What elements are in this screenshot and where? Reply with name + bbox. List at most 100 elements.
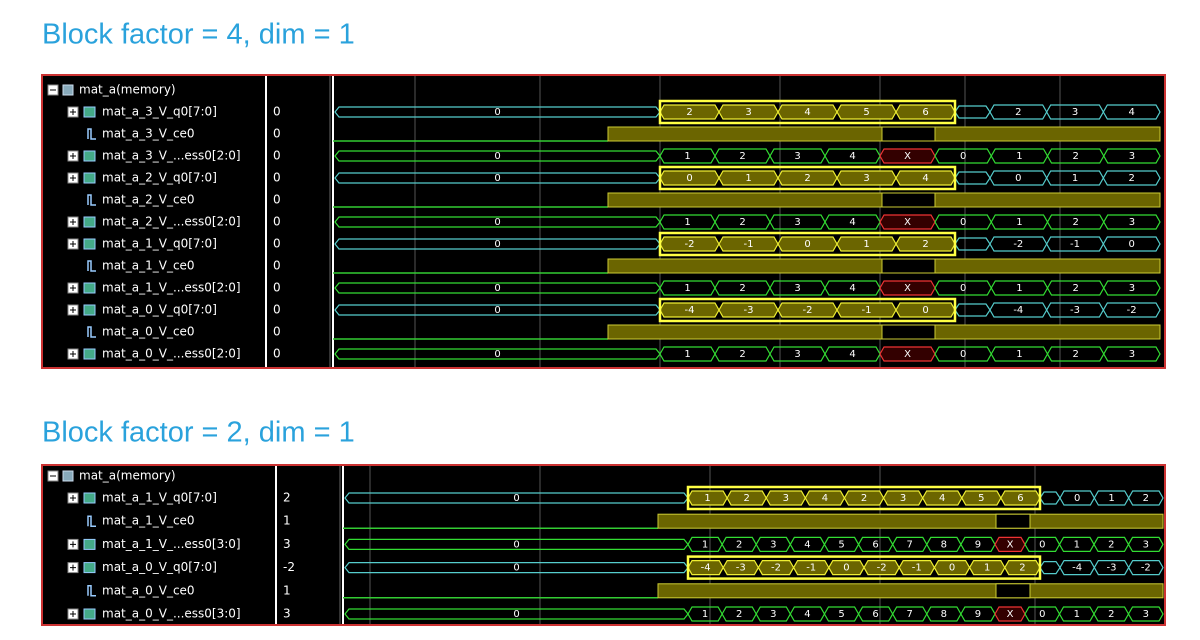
- expand-sign: [70, 611, 76, 617]
- signal-value: 0: [273, 171, 281, 185]
- bus-value: 1: [1016, 283, 1022, 294]
- bus-segment: [1103, 148, 1161, 164]
- expand-sign: [70, 541, 76, 548]
- bus-value: -3: [1070, 305, 1080, 316]
- expand-sign: [70, 109, 76, 115]
- bus-value: 0: [922, 305, 928, 316]
- bus-value: 1: [684, 349, 690, 360]
- bus-value: X: [1007, 539, 1014, 550]
- bus-value: 3: [1129, 151, 1135, 162]
- bus-icon: [83, 150, 96, 162]
- bit-low-gap: [881, 192, 936, 208]
- bus-value: 0: [1015, 173, 1021, 184]
- bus-value: 4: [804, 539, 810, 550]
- bus-value: 9: [975, 609, 981, 620]
- signal-value: 0: [273, 259, 281, 273]
- bus-value: 2: [686, 107, 692, 118]
- signal-name: mat_a_3_V_q0[7:0]: [102, 105, 217, 119]
- bit-high: [657, 513, 1164, 529]
- bus-value: 1: [1108, 493, 1114, 504]
- signal-value: 0: [273, 215, 281, 229]
- bit-low-gap: [881, 258, 936, 274]
- signal-name: mat_a_1_V_ce0: [102, 514, 195, 528]
- bus-icon: [83, 562, 96, 574]
- bus-value: 1: [702, 539, 708, 550]
- highlight-box: [658, 297, 957, 323]
- bus-value: 3: [794, 283, 800, 294]
- root-label: mat_a(memory): [79, 83, 176, 97]
- bus-value: -2: [877, 563, 887, 574]
- bus-icon: [83, 282, 96, 294]
- bus-icon: [83, 538, 96, 550]
- signal-name: mat_a_1_V_q0[7:0]: [102, 237, 217, 251]
- bus-value: 7: [907, 539, 913, 550]
- bus-value: 0: [843, 563, 849, 574]
- bus-value: 1: [1072, 173, 1078, 184]
- bus-value: 0: [513, 563, 519, 574]
- bus-value: 1: [1074, 539, 1080, 550]
- bus-value: 3: [770, 539, 776, 550]
- signal-name: mat_a_3_V_...ess0[2:0]: [102, 149, 241, 163]
- signal-value: 0: [273, 193, 281, 207]
- bus-icon: [83, 238, 96, 250]
- bus-value: 5: [838, 539, 844, 550]
- bus-value: 0: [513, 493, 519, 504]
- bus-value: 1: [863, 239, 869, 250]
- bus-value: -1: [912, 563, 922, 574]
- bus-value: -3: [1107, 563, 1117, 574]
- signal-name: mat_a_1_V_q0[7:0]: [102, 491, 217, 505]
- bit-icon: [87, 515, 96, 527]
- bus-value: 4: [849, 217, 855, 228]
- expand-sign: [70, 175, 76, 181]
- bus-icon: [83, 304, 96, 316]
- bus-value: 7: [907, 609, 913, 620]
- bus-value: 1: [1016, 217, 1022, 228]
- waveform-window: [41, 74, 1166, 369]
- bit-icon: [87, 585, 96, 597]
- bus-value: 2: [739, 217, 745, 228]
- bus-value: 3: [794, 151, 800, 162]
- signal-name: mat_a_0_V_q0[7:0]: [102, 303, 217, 317]
- signal-name: mat_a_0_V_...ess0[3:0]: [102, 607, 241, 621]
- bus-icon: [83, 216, 96, 228]
- bus-value: 5: [978, 493, 984, 504]
- signal-name: mat_a_0_V_...ess0[2:0]: [102, 347, 241, 361]
- bus-value: 2: [1072, 349, 1078, 360]
- expand-sign: [70, 564, 76, 571]
- bus-value: 3: [1072, 107, 1078, 118]
- bit-icon: [87, 260, 96, 272]
- signal-name: mat_a_0_V_ce0: [102, 325, 195, 339]
- bus-value: 0: [513, 609, 519, 620]
- bus-value: 1: [984, 563, 990, 574]
- bus-value: 3: [1143, 539, 1149, 550]
- bus-value: 3: [794, 349, 800, 360]
- signal-value: 0: [273, 303, 281, 317]
- bus-value: -4: [1013, 305, 1023, 316]
- bus-value: 2: [1108, 609, 1114, 620]
- expand-sign: [70, 285, 76, 291]
- bus-value: -1: [744, 239, 754, 250]
- bus-value: 0: [494, 151, 500, 162]
- signal-value: 0: [273, 325, 281, 339]
- signal-value: 0: [273, 347, 281, 361]
- bit-icon: [87, 326, 96, 338]
- bus-value: 2: [1128, 173, 1134, 184]
- bus-value: 5: [863, 107, 869, 118]
- bus-value: 1: [702, 609, 708, 620]
- expand-sign: [70, 307, 76, 313]
- bus-value: 3: [900, 493, 906, 504]
- bit-icon: [87, 194, 96, 206]
- bit-icon: [87, 128, 96, 140]
- bus-value: 2: [1143, 493, 1149, 504]
- bus-value: 3: [745, 107, 751, 118]
- bus-value: 2: [739, 349, 745, 360]
- memory-icon: [62, 470, 74, 482]
- bus-value: -2: [771, 563, 781, 574]
- bus-value: -3: [744, 305, 754, 316]
- bus-value: 6: [872, 539, 878, 550]
- bus-value: 2: [922, 239, 928, 250]
- bus-value: 4: [822, 493, 828, 504]
- signal-value: -2: [283, 560, 295, 574]
- bus-value: 0: [960, 283, 966, 294]
